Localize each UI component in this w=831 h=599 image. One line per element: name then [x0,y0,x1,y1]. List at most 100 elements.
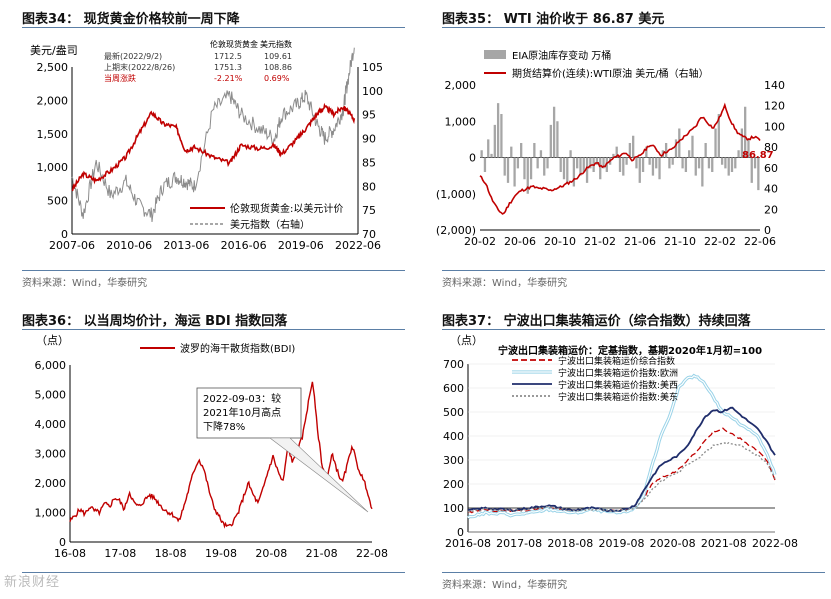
bar-inventory-change [747,139,750,158]
bar-inventory-change [717,114,720,158]
bar-inventory-change [533,143,536,158]
y2-tick-label: 100 [362,85,383,98]
y2-tick-label: 100 [764,120,785,133]
bar-inventory-change [546,157,549,169]
legend-gold-label: 伦敦现货黄金:以美元计价 [230,202,343,215]
x-tick-label: 2010-06 [106,239,152,252]
x-tick-label: 20-06 [504,235,536,248]
table-header: 伦敦现货黄金 [210,39,258,49]
bar-inventory-change [526,157,529,194]
x-tick-label: 17-08 [104,547,136,560]
y-tick-label: 300 [443,454,464,467]
x-tick-label: 19-08 [205,547,237,560]
bar-inventory-change [744,106,747,158]
x-tick-label: 2021-08 [701,537,747,550]
series-line-3 [467,441,776,513]
bar-inventory-change [757,157,760,191]
y2-tick-label: 80 [764,141,778,154]
bar-inventory-change [720,157,724,165]
series-line-2 [467,406,776,513]
x-tick-label: 2022-06 [335,239,381,252]
bar-inventory-change [704,143,707,158]
bar-inventory-change [671,157,674,165]
legend-uswest-label: 宁波出口集装箱运价指数:美西 [558,379,678,391]
y-axis-unit: （点） [36,334,69,347]
bar-inventory-change [681,157,684,169]
annotation-box [196,387,302,439]
bar-inventory-change [628,143,632,158]
y-tick-label: 1,000 [37,161,69,174]
table-cell: 109.61 [264,52,292,61]
bar-inventory-change [740,128,744,158]
table-cell: -2.21% [214,74,243,83]
bar-inventory-change [730,157,734,172]
bar-inventory-change [536,157,539,169]
bar-inventory-change [724,157,727,169]
bar-inventory-change [480,150,483,158]
legend-composite-label: 宁波出口集装箱运价综合指数 [558,355,675,367]
y-tick-label: 200 [443,478,464,491]
bar-inventory-change [513,157,516,187]
bar-inventory-change [599,157,602,180]
annotation-pointer [269,437,369,513]
bar-inventory-change [490,153,493,158]
bar-inventory-change [638,157,641,183]
y-tick-label: 600 [443,382,464,395]
y-tick-label: 2,000 [35,477,67,490]
bar-inventory-change [529,157,533,180]
source-note: 资料来源：Wind，华泰研究 [442,278,568,289]
bar-inventory-change [549,124,552,158]
table-cell: 0.69% [264,74,290,83]
bar-inventory-change [632,135,635,158]
bar-inventory-change [655,157,658,169]
y-tick-label: 500 [47,195,68,208]
bar-inventory-change [641,157,645,172]
ningbo-freight-chart: （点） 宁波出口集装箱运价：定基指数，基期2020年1月初=100 0 100 200 3… [443,334,798,550]
y-tick-label: 0 [59,536,66,549]
bar-inventory-change [496,103,500,158]
panel-bdi: 图表36： 以当周均价计，海运 BDI 指数回落 （点） 0 1,000 2,000 3… [0,302,405,597]
table-cell: 1751.3 [214,63,242,72]
bar-inventory-change [688,150,691,158]
bar-inventory-change [556,121,559,158]
panel-title: 图表35： WTI 油价收于 86.87 美元 [442,12,665,27]
table-cell: 当周涨跌 [104,73,136,83]
y2-tick-label: 75 [362,204,376,217]
bar-inventory-change [612,153,615,158]
y2-tick-label: 95 [362,109,376,122]
source-note: 资料来源：Wind，华泰研究 [22,278,148,289]
legend-inventory-swatch [484,50,506,59]
x-tick-label: 2016-08 [445,537,491,550]
y-tick-label: 6,000 [35,359,67,372]
x-tick-label: 20-10 [544,235,576,248]
y-tick-label: 4,000 [35,418,67,431]
x-tick-label: 2013-06 [163,239,209,252]
bar-inventory-change [753,157,757,169]
wti-chart: (2,000) (1,000) 0 1,000 2,000 0 20 40 60 80 100 120… [436,49,785,248]
x-tick-label: 2018-08 [547,537,593,550]
x-tick-label: 20-08 [255,547,287,560]
bdi-chart: （点） 0 1,000 2,000 3,000 4,000 5,000 6,000 16-08 1… [35,334,388,560]
panel-title: 图表34： 现货黄金价格较前一周下降 [22,12,240,27]
y2-tick-label: 120 [764,100,785,113]
legend-dollar-label: 美元指数（右轴） [230,218,310,231]
wti-end-label: 86.87 [742,150,774,161]
y2-tick-label: 105 [362,61,383,74]
y-tick-label: 400 [443,430,464,443]
y2-tick-label: 90 [362,133,376,146]
y-tick-label: 2,500 [37,61,69,74]
x-tick-label: 21-02 [584,235,616,248]
series-line-0 [467,427,776,514]
x-tick-label: 20-02 [464,235,496,248]
table-cell: 上期末(2022/8/26) [104,62,175,72]
bar-inventory-change [572,157,576,187]
bar-inventory-change [734,157,737,169]
y-tick-label: (1,000) [436,188,476,201]
bar-inventory-change [585,157,589,183]
bar-inventory-change [697,157,701,169]
bar-inventory-change [602,157,605,169]
bar-inventory-change [576,157,579,169]
bar-inventory-change [625,157,628,165]
x-tick-label: 21-06 [624,235,656,248]
y-tick-label: 700 [443,358,464,371]
